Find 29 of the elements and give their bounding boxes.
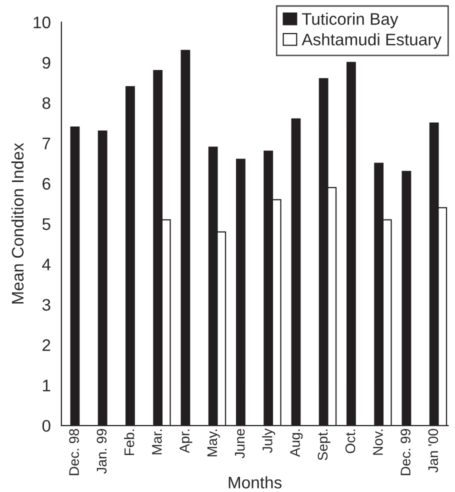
x-tick-label: May. [207, 430, 220, 456]
y-tick-label: 8 [42, 97, 50, 110]
y-tick-label: 1 [43, 380, 50, 392]
y-tick-label: 10 [34, 16, 50, 28]
x-tick-label: Dec. 98 [69, 428, 79, 476]
y-tick-label: 3 [42, 298, 50, 311]
legend-label: Ashtamudi Estuary [302, 33, 442, 49]
y-tick-label: 2 [42, 339, 50, 351]
x-tick-label: Feb. [124, 430, 134, 456]
y-axis-title: Mean Condition Index [11, 142, 24, 304]
x-tick-label: July [262, 428, 276, 453]
x-tick-label: Jan. 99 [96, 429, 107, 474]
y-tick-label: 6 [42, 178, 50, 190]
y-tick-label: 9 [42, 56, 50, 69]
x-tick-label: Apr. [180, 430, 192, 454]
legend-label: Tuticorin Bay [302, 12, 398, 28]
x-tick-label: Nov. [373, 430, 383, 455]
y-tick-label: 4 [42, 258, 51, 270]
x-tick-label: Dec. 99 [400, 429, 410, 476]
y-tick-label: 5 [42, 218, 50, 230]
x-tick-label: Sept. [318, 430, 330, 460]
x-tick-label: Jan '00 [428, 428, 438, 472]
x-axis-title: Months [228, 476, 282, 488]
x-tick-label: Oct. [345, 430, 356, 454]
x-tick-label: Mar. [152, 430, 162, 454]
x-tick-label: Aug. [290, 430, 303, 457]
x-tick-label: June [235, 428, 245, 458]
y-tick-label: 7 [42, 138, 50, 150]
y-tick-label: 0 [42, 420, 50, 432]
